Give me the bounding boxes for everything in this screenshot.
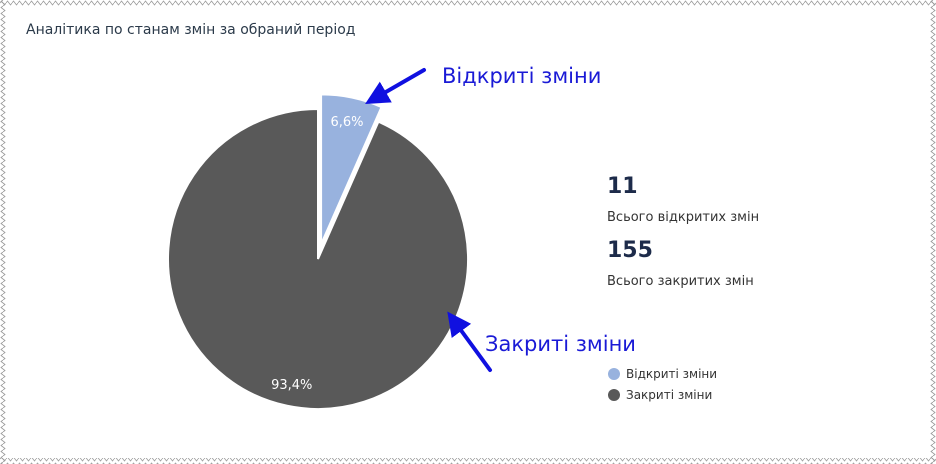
closed-callout-arrow — [447, 311, 492, 372]
open-shifts-label: Всього відкритих змін — [607, 210, 760, 225]
closed-shifts-label: Всього закритих змін — [607, 274, 754, 289]
legend-swatch-closed — [608, 388, 620, 401]
closed-shifts-count: 155 — [607, 238, 653, 263]
open-callout-arrow — [365, 68, 426, 104]
legend-label-open: Відкриті зміни — [626, 366, 718, 381]
open-shifts-callout: Відкриті зміни — [442, 64, 602, 88]
open-shifts-count: 11 — [607, 174, 638, 199]
chart-legend: Відкриті зміни Закриті зміни — [608, 363, 717, 405]
data-label-closed: 93,4% — [271, 378, 312, 393]
legend-swatch-open — [608, 367, 620, 380]
data-label-open: 6,6% — [331, 115, 364, 130]
chart-title: Аналітика по станам змін за обраний пері… — [26, 22, 356, 38]
legend-item-open[interactable]: Відкриті зміни — [608, 363, 717, 384]
legend-label-closed: Закриті зміни — [626, 387, 713, 402]
legend-item-closed[interactable]: Закриті зміни — [608, 384, 717, 405]
pie-slice-open[interactable] — [320, 93, 383, 245]
closed-shifts-callout: Закриті зміни — [485, 332, 636, 356]
pie-slice-closed[interactable] — [167, 107, 469, 410]
